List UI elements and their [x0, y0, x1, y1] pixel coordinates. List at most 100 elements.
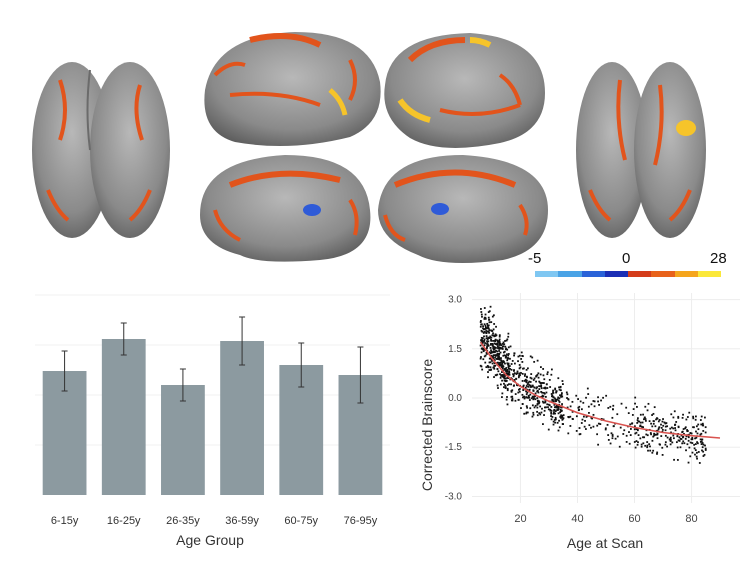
scatter-point	[525, 368, 528, 371]
scatter-point	[521, 380, 524, 382]
scatter-point	[546, 387, 549, 389]
scatter-point	[524, 386, 527, 389]
scatter-point	[501, 396, 503, 398]
scatter-point	[511, 389, 514, 392]
scatter-point	[634, 446, 637, 449]
scatter-point	[639, 424, 642, 427]
scatter-x-axis-label: Age at Scan	[567, 535, 643, 551]
scatter-point	[643, 416, 646, 419]
scatter-point	[656, 417, 658, 420]
colorbar-strip	[535, 271, 721, 277]
scatter-point	[510, 363, 513, 365]
scatter-point	[492, 356, 494, 359]
scatter-point	[513, 362, 516, 365]
scatter-point	[544, 387, 547, 390]
scatter-point	[646, 434, 649, 437]
scatter-point	[651, 414, 653, 416]
scatter-point	[531, 384, 534, 387]
scatter-point	[529, 393, 532, 396]
scatter-point	[562, 383, 564, 385]
scatter-point	[496, 350, 499, 353]
scatter-point	[506, 338, 509, 341]
scatter-point	[526, 383, 529, 385]
scatter-point	[486, 324, 489, 327]
scatter-point	[650, 433, 652, 436]
scatter-point	[558, 401, 561, 403]
scatter-point	[485, 332, 488, 335]
scatter-point	[479, 325, 482, 328]
scatter-point	[625, 434, 628, 437]
scatter-point	[577, 406, 580, 409]
scatter-point	[496, 340, 499, 343]
scatter-x-ticks: 20 40 60 80	[514, 513, 697, 525]
scatter-point	[560, 392, 563, 395]
bar-chart-x-axis-label: Age Group	[176, 532, 244, 548]
scatter-point	[542, 423, 544, 426]
scatter-point	[492, 347, 495, 349]
scatter-point	[557, 396, 560, 399]
scatter-point	[672, 434, 675, 437]
brain-medial-left	[200, 155, 371, 262]
scatter-point	[701, 446, 704, 449]
scatter-point	[480, 329, 483, 332]
scatter-point	[687, 461, 690, 464]
scatter-point	[522, 396, 524, 399]
scatter-point	[485, 335, 488, 337]
scatter-point	[479, 344, 482, 347]
scatter-point	[556, 421, 559, 424]
scatter-point	[666, 445, 668, 448]
scatter-point	[524, 373, 527, 376]
scatter-point	[558, 388, 561, 391]
scatter-point	[700, 423, 703, 426]
scatter-point	[556, 406, 559, 409]
scatter-point	[533, 397, 535, 400]
scatter-point	[506, 372, 509, 375]
scatter-point	[686, 443, 689, 446]
scatter-point	[560, 406, 562, 408]
scatter-point	[498, 334, 501, 337]
scatter-point	[490, 321, 493, 324]
scatter-point	[664, 443, 667, 446]
scatter-grid	[472, 293, 740, 503]
scatter-point	[700, 415, 703, 418]
scatter-point	[509, 368, 511, 370]
scatter-point	[557, 412, 560, 415]
scatter-point	[528, 380, 531, 383]
scatter-point	[503, 361, 505, 363]
scatter-point	[696, 441, 699, 444]
scatter-point	[496, 343, 499, 346]
scatter-point	[498, 335, 501, 338]
scatter-point	[555, 400, 558, 402]
bar	[220, 341, 264, 495]
scatter-point	[538, 380, 541, 383]
scatter-point	[515, 373, 518, 375]
scatter-point	[518, 367, 521, 370]
scatter-point	[501, 345, 504, 348]
scatter-point	[676, 435, 679, 438]
scatter-points	[479, 305, 707, 464]
scatter-point	[494, 343, 497, 345]
scatter-point	[670, 413, 673, 416]
scatter-point	[642, 436, 644, 439]
scatter-point	[498, 357, 501, 360]
scatter-point	[504, 380, 507, 382]
scatter-point	[552, 392, 555, 394]
scatter-point	[506, 348, 509, 351]
scatter-point	[501, 361, 504, 364]
scatter-point	[506, 387, 509, 390]
scatter-point	[493, 323, 496, 325]
scatter-point	[493, 364, 496, 367]
scatter-point	[633, 425, 636, 428]
scatter-point	[658, 419, 661, 421]
scatter-point	[661, 454, 664, 456]
scatter-point	[525, 396, 528, 399]
scatter-point	[598, 403, 600, 406]
scatter-point	[657, 420, 660, 423]
scatter-point	[549, 386, 552, 388]
scatter-point	[542, 368, 545, 370]
scatter-point	[490, 350, 493, 353]
scatter-x-tick-label: 20	[514, 513, 526, 525]
scatter-point	[535, 387, 538, 390]
scatter-point	[684, 437, 687, 440]
scatter-point	[488, 329, 491, 331]
